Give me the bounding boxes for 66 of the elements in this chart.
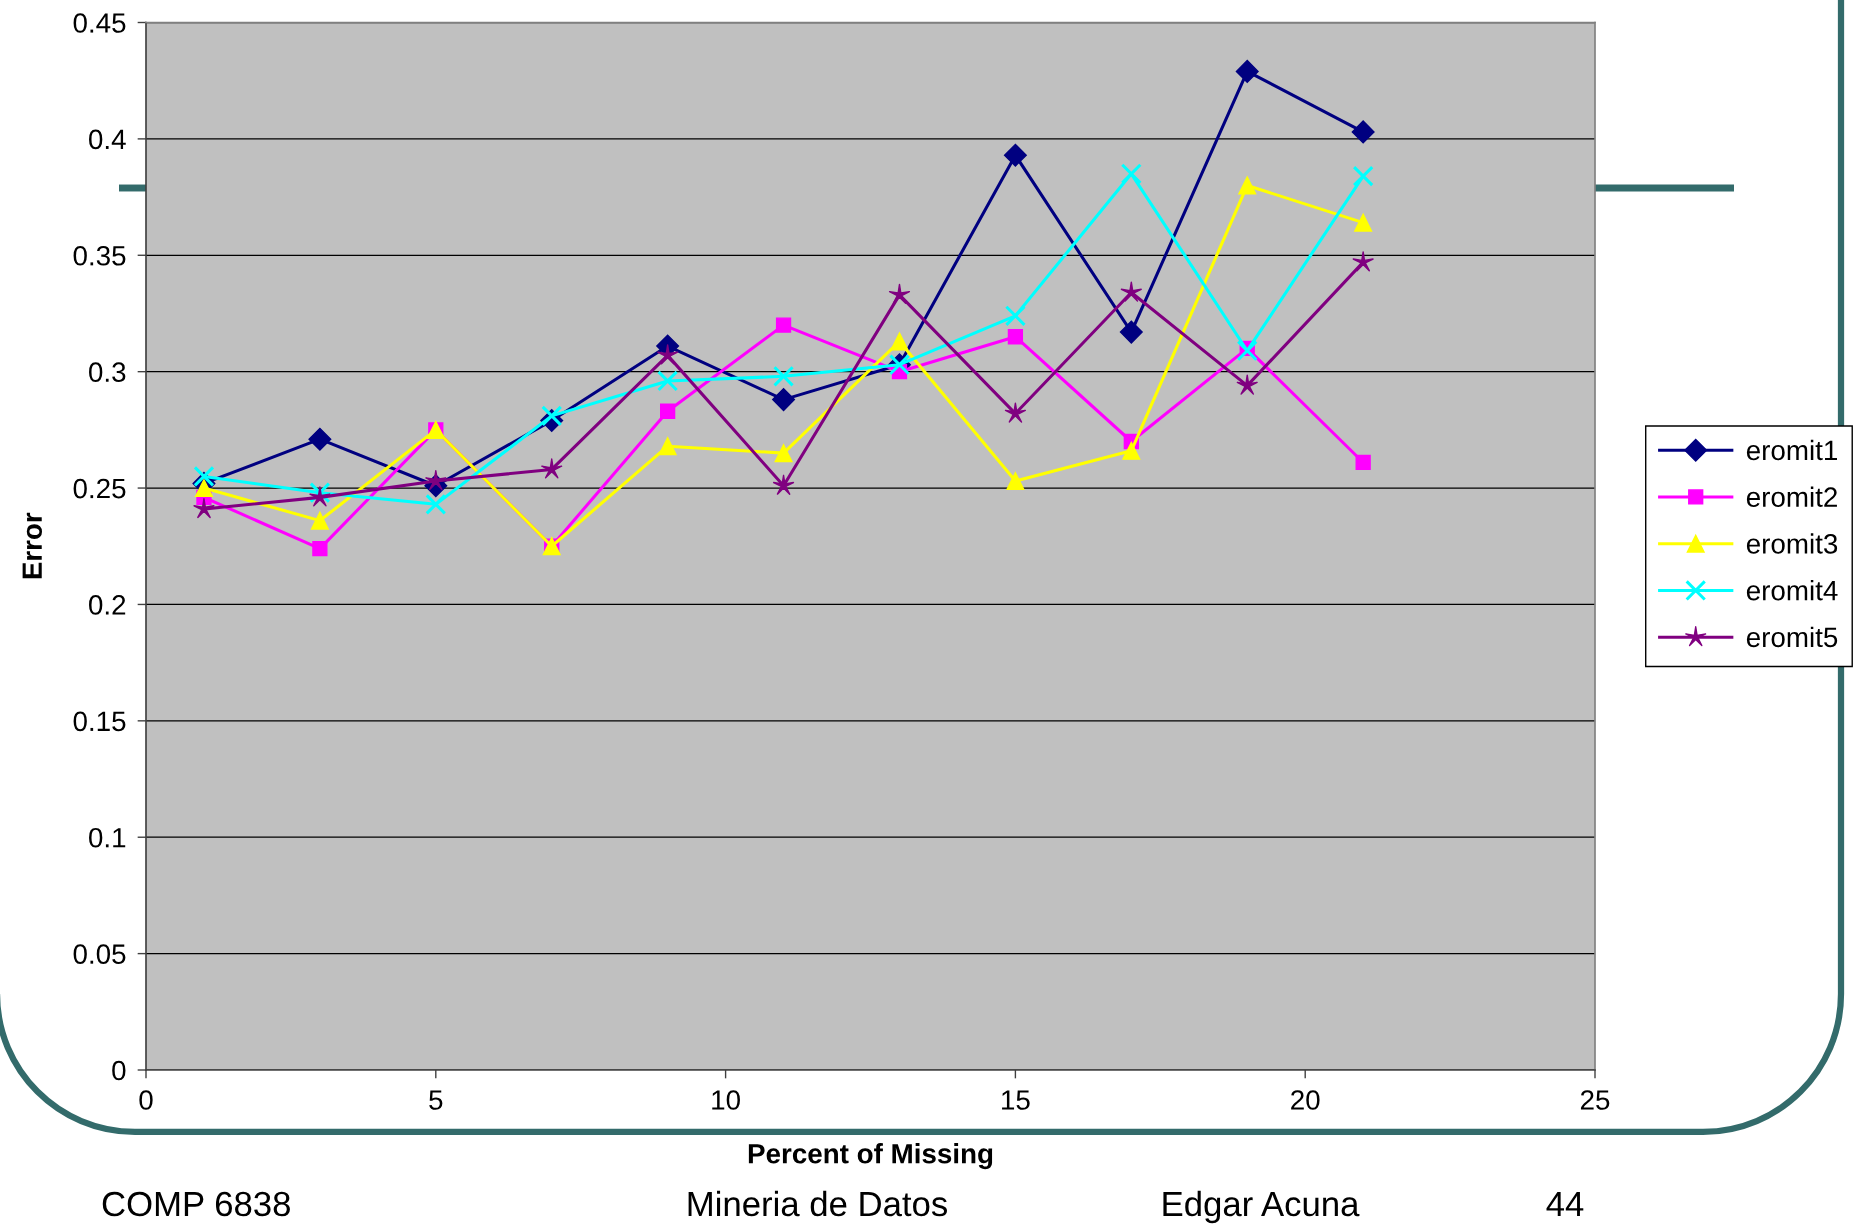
point [1351, 120, 1375, 144]
point [1235, 59, 1259, 83]
point [1120, 281, 1142, 302]
x-tick-label: 20 [1291, 1090, 1320, 1110]
text: COMP 6838 [102, 1191, 290, 1217]
point [772, 474, 795, 495]
point [1236, 340, 1258, 362]
point [1352, 251, 1374, 272]
point [1236, 374, 1258, 395]
point [660, 403, 676, 419]
x-axis-title: Percent of Missing [748, 1143, 993, 1170]
point [1352, 165, 1374, 187]
point [1006, 472, 1025, 491]
point [1119, 320, 1143, 344]
x-tick-label: 5 [429, 1090, 443, 1110]
y-tick-label: 0.35 [73, 245, 126, 266]
legend-label: eromit4 [1746, 580, 1838, 601]
x-tick-label: 25 [1580, 1090, 1610, 1110]
point [425, 469, 447, 491]
text: Mineria de Datos [688, 1190, 947, 1217]
x-tick-label: 15 [1002, 1090, 1030, 1110]
legend-label: eromit1 [1746, 439, 1837, 461]
point [310, 511, 329, 530]
point [193, 465, 215, 487]
point [1354, 213, 1373, 232]
y-tick-label: 0.25 [73, 478, 126, 499]
y-tick-label: 0.3 [89, 362, 126, 383]
point [1004, 402, 1027, 423]
point [1122, 441, 1141, 460]
y-tick-label: 0.4 [89, 129, 126, 150]
point [1355, 454, 1371, 471]
point [308, 427, 332, 451]
point [425, 493, 447, 515]
point [1007, 329, 1024, 345]
x-tick-label: 10 [712, 1090, 740, 1110]
point [657, 344, 679, 365]
point [194, 479, 213, 498]
point [888, 283, 911, 304]
point [541, 405, 563, 427]
point [658, 437, 677, 456]
x-tick-label: 0 [139, 1090, 153, 1110]
point [890, 332, 909, 351]
legend-label: eromit5 [1746, 626, 1838, 648]
point [773, 365, 795, 387]
point [1003, 143, 1027, 167]
y-tick-label: 0.2 [89, 595, 126, 615]
y-tick-label: 0.15 [73, 711, 126, 732]
y-axis-title: Error [22, 512, 43, 579]
legend-label: eromit2 [1746, 486, 1837, 507]
y-tick-label: 0.05 [73, 944, 126, 964]
text: Edgar Acuna [1163, 1190, 1360, 1224]
point [1120, 163, 1142, 185]
point [772, 388, 796, 412]
point [1004, 305, 1026, 327]
point [775, 317, 792, 333]
legend-label: eromit3 [1746, 533, 1838, 554]
text: 44 [1546, 1192, 1584, 1216]
y-tick-label: 0 [112, 1060, 126, 1081]
point [312, 540, 328, 557]
point [1238, 176, 1257, 195]
point [541, 458, 563, 479]
y-tick-label: 0.1 [89, 827, 126, 848]
point [774, 444, 793, 463]
y-tick-label: 0.45 [73, 13, 126, 33]
point [657, 370, 679, 392]
point [193, 497, 215, 519]
